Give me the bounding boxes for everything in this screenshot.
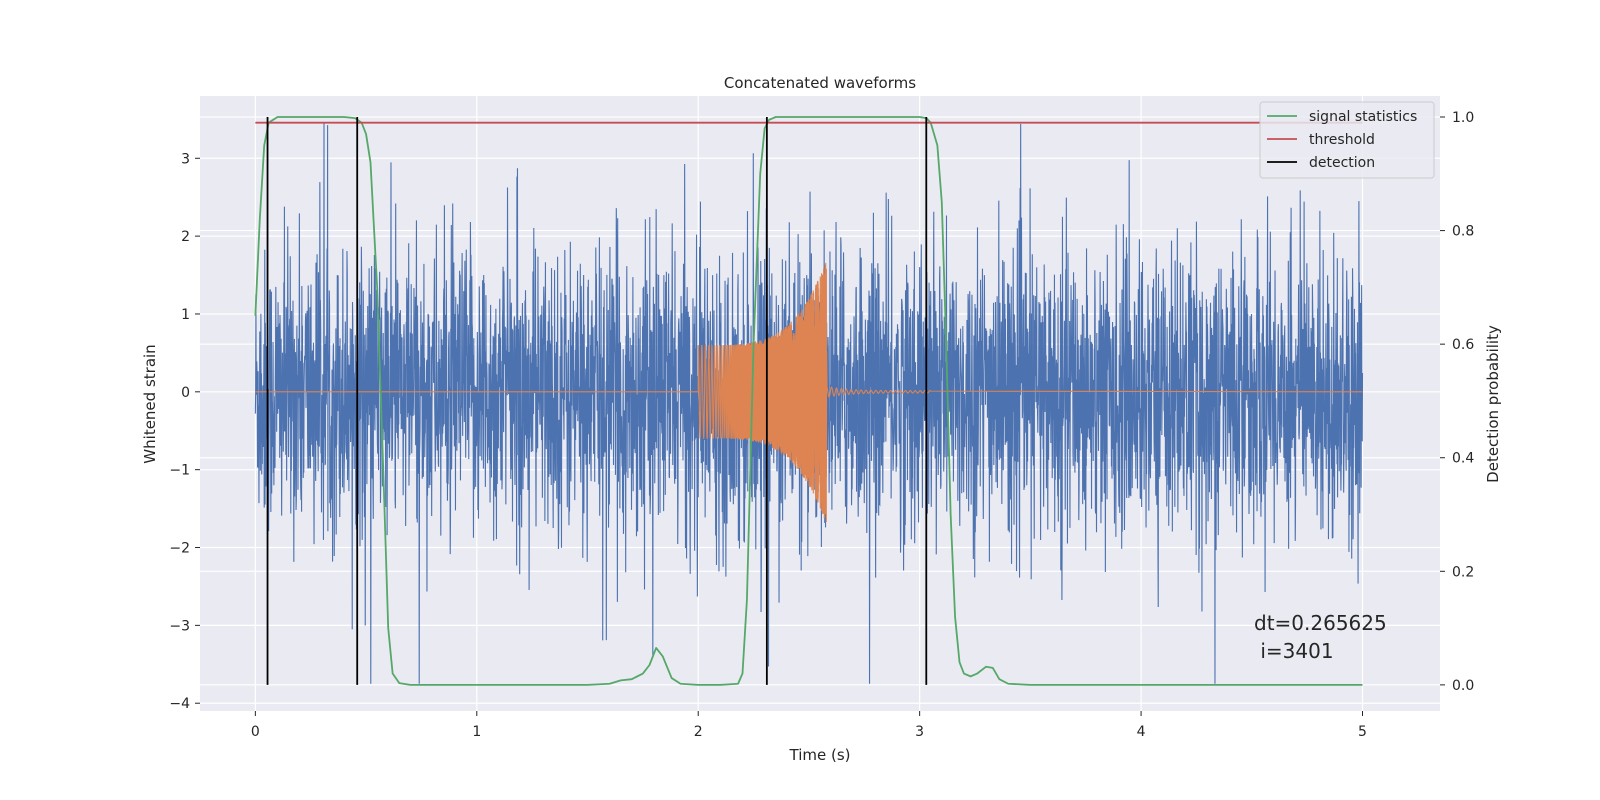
y-tick-label: 3 (181, 151, 190, 167)
legend-label-threshold: threshold (1309, 132, 1375, 148)
y-tick-label: 1 (181, 307, 190, 323)
x-tick-label: 2 (694, 724, 703, 740)
y-tick-label: 0 (181, 385, 190, 401)
y-tick-label: −2 (169, 541, 190, 557)
detection-series (266, 117, 928, 685)
y2-tick-label: 0.2 (1452, 564, 1474, 580)
y2-tick-label: 0.8 (1452, 224, 1474, 240)
y2-tick-label: 0.4 (1452, 451, 1474, 467)
legend-label-signal-statistics: signal statistics (1309, 109, 1417, 125)
x-tick-label: 0 (251, 724, 260, 740)
x-tick-label: 5 (1358, 724, 1367, 740)
y2-axis-ticks: 0.0 0.2 0.4 0.6 0.8 1.0 (1440, 110, 1474, 694)
legend-box (1259, 101, 1435, 179)
y2-tick-label: 0.0 (1452, 678, 1474, 694)
x-tick-label: 1 (472, 724, 481, 740)
y-axis-label: Whitened strain (141, 344, 159, 463)
signal-statistics-series (254, 116, 1363, 686)
annotation-dt: dt=0.265625 (1254, 611, 1387, 635)
x-axis-label: Time (s) (789, 746, 851, 764)
y2-tick-label: 0.6 (1452, 337, 1474, 353)
injected-waveform-series (255, 262, 1363, 522)
annotation-index: i=3401 (1254, 639, 1334, 663)
x-axis-ticks: 0 1 2 3 4 5 (251, 711, 1367, 740)
y-axis-ticks: −4 −3 −2 −1 0 1 2 3 (169, 151, 200, 712)
legend: signal statistics threshold detection (1259, 101, 1435, 179)
signal-statistics-line (254, 116, 1363, 686)
legend-label-detection: detection (1309, 155, 1375, 171)
x-tick-label: 4 (1137, 724, 1146, 740)
injected-waveform-line (255, 262, 1363, 522)
y-tick-label: −4 (169, 696, 190, 712)
y2-axis-label: Detection probability (1484, 325, 1502, 483)
y-tick-label: −1 (169, 463, 190, 479)
y-tick-label: 2 (181, 229, 190, 245)
y-tick-label: −3 (169, 618, 190, 634)
x-tick-label: 3 (915, 724, 924, 740)
chart-title: Concatenated waveforms (724, 74, 916, 92)
y2-tick-label: 1.0 (1452, 110, 1474, 126)
